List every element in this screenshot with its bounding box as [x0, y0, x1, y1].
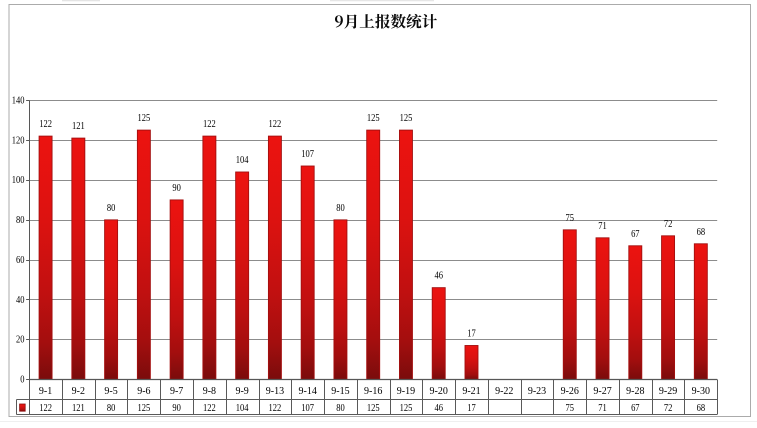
svg-text:125: 125: [400, 403, 413, 414]
svg-text:0: 0: [20, 375, 25, 386]
svg-text:121: 121: [72, 403, 85, 414]
svg-text:68: 68: [697, 227, 706, 238]
svg-text:121: 121: [72, 122, 85, 133]
svg-text:122: 122: [203, 403, 216, 414]
svg-text:20: 20: [16, 335, 25, 346]
svg-text:9-28: 9-28: [626, 386, 644, 397]
svg-text:9-22: 9-22: [495, 386, 513, 397]
svg-text:9-26: 9-26: [561, 386, 579, 397]
svg-text:80: 80: [16, 216, 25, 227]
svg-text:80: 80: [336, 403, 345, 414]
svg-text:40: 40: [16, 295, 25, 306]
svg-text:107: 107: [301, 403, 314, 414]
svg-text:9-13: 9-13: [266, 386, 284, 397]
svg-text:9-8: 9-8: [203, 386, 216, 397]
svg-text:80: 80: [336, 203, 345, 214]
svg-text:9-19: 9-19: [397, 386, 415, 397]
svg-text:125: 125: [138, 114, 151, 125]
svg-text:9-5: 9-5: [104, 386, 117, 397]
svg-text:9-15: 9-15: [331, 386, 349, 397]
svg-text:80: 80: [107, 203, 116, 214]
svg-text:9-20: 9-20: [430, 386, 448, 397]
svg-text:72: 72: [664, 403, 673, 414]
svg-text:122: 122: [203, 120, 216, 131]
svg-text:60: 60: [16, 255, 25, 266]
svg-text:9-7: 9-7: [170, 386, 183, 397]
svg-text:71: 71: [598, 221, 607, 232]
svg-text:107: 107: [301, 149, 314, 160]
svg-text:120: 120: [12, 136, 25, 147]
svg-text:140: 140: [12, 96, 25, 107]
svg-text:9-27: 9-27: [593, 386, 611, 397]
svg-text:90: 90: [172, 403, 181, 414]
svg-text:122: 122: [269, 120, 282, 131]
svg-text:9-21: 9-21: [462, 386, 480, 397]
svg-text:17: 17: [467, 403, 476, 414]
svg-text:9-2: 9-2: [72, 386, 85, 397]
svg-text:9-30: 9-30: [692, 386, 710, 397]
svg-text:122: 122: [39, 120, 52, 131]
svg-text:68: 68: [697, 403, 706, 414]
svg-text:46: 46: [434, 271, 443, 282]
svg-text:17: 17: [467, 329, 476, 340]
svg-text:67: 67: [631, 403, 640, 414]
svg-text:9-23: 9-23: [528, 386, 546, 397]
svg-text:75: 75: [566, 213, 575, 224]
svg-text:100: 100: [12, 176, 25, 187]
svg-text:9-14: 9-14: [299, 386, 317, 397]
svg-text:125: 125: [400, 114, 413, 125]
svg-text:71: 71: [598, 403, 607, 414]
svg-text:125: 125: [367, 403, 380, 414]
svg-text:125: 125: [367, 114, 380, 125]
svg-text:9-16: 9-16: [364, 386, 382, 397]
svg-text:9-1: 9-1: [39, 386, 52, 397]
svg-text:9-6: 9-6: [137, 386, 150, 397]
svg-text:9-9: 9-9: [235, 386, 248, 397]
svg-text:125: 125: [138, 403, 151, 414]
svg-text:67: 67: [631, 229, 640, 240]
svg-text:90: 90: [172, 183, 181, 194]
svg-text:122: 122: [39, 403, 52, 414]
svg-text:9-29: 9-29: [659, 386, 677, 397]
svg-text:75: 75: [566, 403, 575, 414]
svg-text:46: 46: [434, 403, 443, 414]
svg-text:104: 104: [236, 155, 249, 166]
svg-text:104: 104: [236, 403, 249, 414]
svg-text:122: 122: [269, 403, 282, 414]
svg-text:72: 72: [664, 219, 673, 230]
svg-text:80: 80: [107, 403, 116, 414]
